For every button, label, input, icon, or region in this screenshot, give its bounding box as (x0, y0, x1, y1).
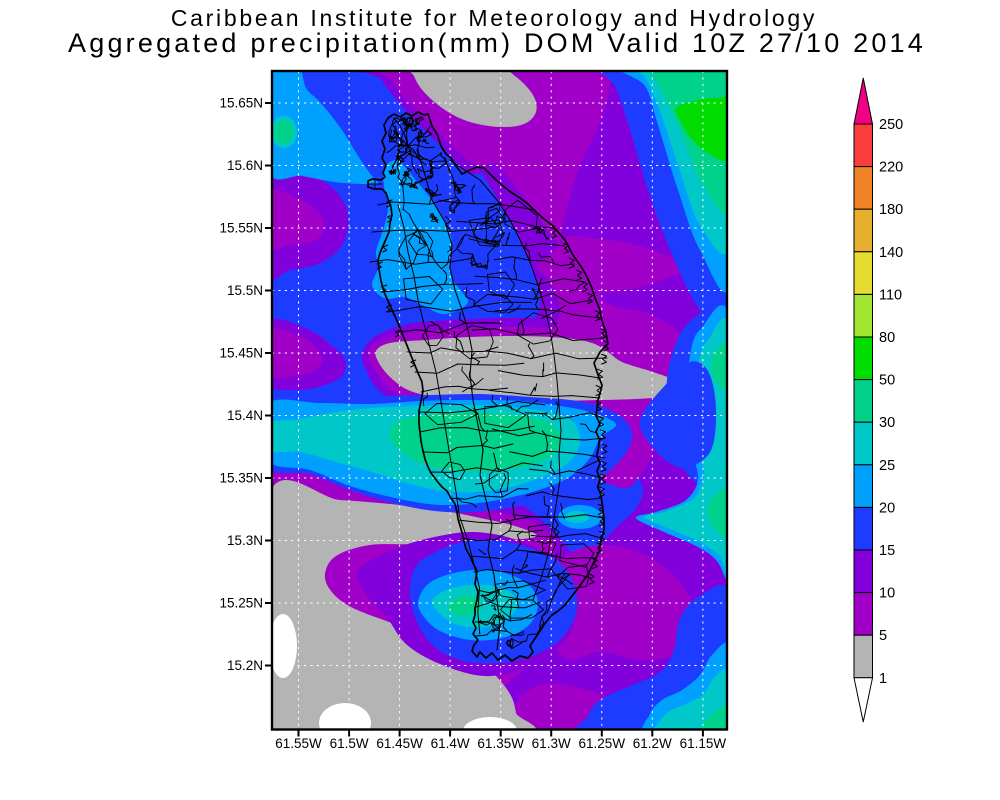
svg-text:220: 220 (879, 160, 903, 176)
svg-text:30: 30 (879, 415, 895, 431)
svg-text:61.35W: 61.35W (477, 736, 524, 751)
svg-text:180: 180 (879, 202, 903, 218)
svg-text:80: 80 (879, 330, 895, 346)
svg-text:15.65N: 15.65N (219, 96, 263, 111)
svg-text:110: 110 (879, 287, 902, 303)
svg-text:15.6N: 15.6N (227, 158, 263, 173)
svg-text:50: 50 (879, 373, 895, 389)
svg-text:10: 10 (879, 586, 895, 602)
svg-text:61.25W: 61.25W (579, 736, 626, 751)
svg-text:250: 250 (879, 117, 903, 133)
svg-text:20: 20 (879, 500, 895, 516)
svg-text:15.35N: 15.35N (219, 471, 263, 486)
svg-text:Caribbean Institute for Meteor: Caribbean Institute for Meteorology and … (171, 5, 817, 31)
svg-text:61.45W: 61.45W (376, 736, 423, 751)
svg-text:140: 140 (879, 245, 903, 261)
svg-text:15.2N: 15.2N (227, 658, 263, 673)
svg-text:15.4N: 15.4N (227, 408, 263, 423)
svg-text:61.5W: 61.5W (330, 736, 369, 751)
svg-text:61.4W: 61.4W (431, 736, 470, 751)
svg-text:61.55W: 61.55W (275, 736, 322, 751)
svg-text:1: 1 (879, 671, 887, 687)
svg-text:15.3N: 15.3N (227, 533, 263, 548)
svg-text:61.2W: 61.2W (633, 736, 672, 751)
svg-text:15.45N: 15.45N (219, 346, 263, 361)
svg-text:15.25N: 15.25N (219, 596, 263, 611)
svg-text:15.5N: 15.5N (227, 283, 263, 298)
svg-text:15.55N: 15.55N (219, 221, 263, 236)
svg-text:25: 25 (879, 458, 895, 474)
svg-text:Aggregated precipitation(mm) D: Aggregated precipitation(mm) DOM Valid 1… (68, 28, 926, 58)
svg-text:5: 5 (879, 628, 887, 644)
svg-text:61.15W: 61.15W (680, 736, 727, 751)
svg-text:61.3W: 61.3W (532, 736, 571, 751)
svg-text:15: 15 (879, 543, 895, 559)
